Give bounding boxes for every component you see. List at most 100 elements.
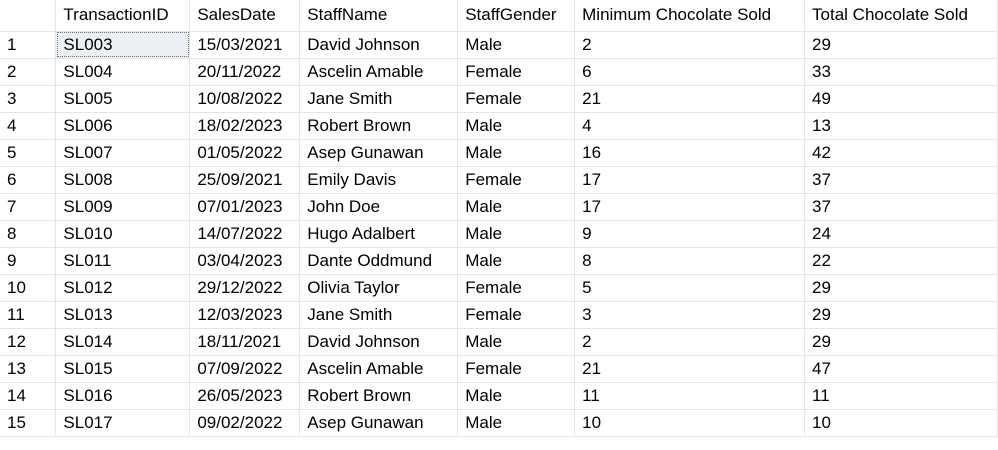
row-number-cell[interactable]: 4	[0, 112, 57, 140]
cell-salesdate[interactable]: 12/03/2023	[189, 301, 301, 329]
row-number-cell[interactable]: 8	[0, 220, 57, 248]
cell-salesdate[interactable]: 03/04/2023	[189, 247, 301, 275]
cell-salesdate[interactable]: 18/11/2021	[189, 328, 301, 356]
cell-total-chocolate-sold[interactable]: 37	[804, 166, 998, 194]
cell-total-chocolate-sold[interactable]: 49	[804, 85, 998, 113]
cell-transactionid[interactable]: SL009	[55, 193, 191, 221]
row-number-cell[interactable]: 9	[0, 247, 57, 275]
cell-minimum-chocolate-sold[interactable]: 10	[574, 409, 806, 437]
cell-transactionid[interactable]: SL016	[55, 382, 191, 410]
cell-salesdate[interactable]: 10/08/2022	[189, 85, 301, 113]
table-row[interactable]: 3 SL005 10/08/2022 Jane Smith Female 21 49	[0, 85, 998, 113]
cell-transactionid[interactable]: SL017	[55, 409, 191, 437]
cell-staffname[interactable]: Hugo Adalbert	[299, 220, 459, 248]
cell-staffgender[interactable]: Male	[457, 382, 576, 410]
cell-minimum-chocolate-sold[interactable]: 2	[574, 328, 806, 356]
table-row[interactable]: 12 SL014 18/11/2021 David Johnson Male 2 29	[0, 328, 998, 356]
cell-transactionid[interactable]: SL010	[55, 220, 191, 248]
cell-salesdate[interactable]: 29/12/2022	[189, 274, 301, 302]
cell-minimum-chocolate-sold[interactable]: 21	[574, 85, 806, 113]
cell-total-chocolate-sold[interactable]: 10	[804, 409, 998, 437]
cell-total-chocolate-sold[interactable]: 29	[804, 31, 998, 59]
cell-salesdate[interactable]: 14/07/2022	[189, 220, 301, 248]
cell-total-chocolate-sold[interactable]: 29	[804, 274, 998, 302]
cell-staffgender[interactable]: Male	[457, 139, 576, 167]
table-row[interactable]: 11 SL013 12/03/2023 Jane Smith Female 3 29	[0, 301, 998, 329]
cell-salesdate[interactable]: 15/03/2021	[189, 31, 301, 59]
table-row[interactable]: 2 SL004 20/11/2022 Ascelin Amable Female 6 33	[0, 58, 998, 86]
table-row[interactable]: 9 SL011 03/04/2023 Dante Oddmund Male 8 22	[0, 247, 998, 275]
cell-transactionid[interactable]: SL005	[55, 85, 191, 113]
cell-transactionid[interactable]: SL006	[55, 112, 191, 140]
cell-salesdate[interactable]: 20/11/2022	[189, 58, 301, 86]
cell-staffname[interactable]: Robert Brown	[299, 112, 459, 140]
cell-transactionid[interactable]: SL004	[55, 58, 191, 86]
cell-minimum-chocolate-sold[interactable]: 9	[574, 220, 806, 248]
cell-transactionid[interactable]: SL012	[55, 274, 191, 302]
cell-transactionid[interactable]: SL003	[55, 31, 191, 59]
row-number-cell[interactable]: 13	[0, 355, 57, 383]
cell-total-chocolate-sold[interactable]: 24	[804, 220, 998, 248]
cell-staffname[interactable]: Jane Smith	[299, 301, 459, 329]
cell-staffgender[interactable]: Female	[457, 301, 576, 329]
cell-total-chocolate-sold[interactable]: 47	[804, 355, 998, 383]
cell-transactionid[interactable]: SL013	[55, 301, 191, 329]
cell-salesdate[interactable]: 07/09/2022	[189, 355, 301, 383]
table-row[interactable]: 5 SL007 01/05/2022 Asep Gunawan Male 16 42	[0, 139, 998, 167]
row-number-cell[interactable]: 6	[0, 166, 57, 194]
table-row[interactable]: 7 SL009 07/01/2023 John Doe Male 17 37	[0, 193, 998, 221]
cell-staffgender[interactable]: Male	[457, 220, 576, 248]
row-number-header[interactable]	[0, 0, 57, 32]
cell-staffname[interactable]: Robert Brown	[299, 382, 459, 410]
column-header-staffname[interactable]: StaffName	[299, 0, 459, 32]
cell-transactionid[interactable]: SL011	[55, 247, 191, 275]
cell-staffgender[interactable]: Female	[457, 355, 576, 383]
column-header-staffgender[interactable]: StaffGender	[457, 0, 576, 32]
table-row[interactable]: 8 SL010 14/07/2022 Hugo Adalbert Male 9 24	[0, 220, 998, 248]
cell-staffname[interactable]: Dante Oddmund	[299, 247, 459, 275]
row-number-cell[interactable]: 3	[0, 85, 57, 113]
cell-staffname[interactable]: Ascelin Amable	[299, 355, 459, 383]
column-header-salesdate[interactable]: SalesDate	[189, 0, 301, 32]
cell-salesdate[interactable]: 25/09/2021	[189, 166, 301, 194]
table-row[interactable]: 13 SL015 07/09/2022 Ascelin Amable Female 21 4…	[0, 355, 998, 383]
table-row[interactable]: 4 SL006 18/02/2023 Robert Brown Male 4 13	[0, 112, 998, 140]
cell-minimum-chocolate-sold[interactable]: 5	[574, 274, 806, 302]
cell-staffname[interactable]: John Doe	[299, 193, 459, 221]
cell-staffname[interactable]: Asep Gunawan	[299, 139, 459, 167]
cell-staffname[interactable]: Asep Gunawan	[299, 409, 459, 437]
cell-total-chocolate-sold[interactable]: 33	[804, 58, 998, 86]
cell-total-chocolate-sold[interactable]: 29	[804, 328, 998, 356]
cell-staffgender[interactable]: Male	[457, 193, 576, 221]
cell-staffgender[interactable]: Male	[457, 409, 576, 437]
cell-staffgender[interactable]: Male	[457, 31, 576, 59]
cell-salesdate[interactable]: 01/05/2022	[189, 139, 301, 167]
cell-staffgender[interactable]: Female	[457, 58, 576, 86]
cell-total-chocolate-sold[interactable]: 13	[804, 112, 998, 140]
cell-staffgender[interactable]: Male	[457, 328, 576, 356]
table-row[interactable]: 14 SL016 26/05/2023 Robert Brown Male 11 11	[0, 382, 998, 410]
cell-minimum-chocolate-sold[interactable]: 3	[574, 301, 806, 329]
cell-staffgender[interactable]: Male	[457, 247, 576, 275]
results-grid[interactable]: TransactionID SalesDate StaffName StaffG…	[0, 0, 998, 437]
cell-staffname[interactable]: Ascelin Amable	[299, 58, 459, 86]
cell-minimum-chocolate-sold[interactable]: 2	[574, 31, 806, 59]
cell-salesdate[interactable]: 07/01/2023	[189, 193, 301, 221]
cell-staffgender[interactable]: Male	[457, 112, 576, 140]
cell-staffname[interactable]: David Johnson	[299, 31, 459, 59]
column-header-transactionid[interactable]: TransactionID	[55, 0, 191, 32]
cell-staffgender[interactable]: Female	[457, 85, 576, 113]
cell-minimum-chocolate-sold[interactable]: 17	[574, 193, 806, 221]
row-number-cell[interactable]: 15	[0, 409, 57, 437]
cell-transactionid[interactable]: SL008	[55, 166, 191, 194]
row-number-cell[interactable]: 10	[0, 274, 57, 302]
table-row[interactable]: 10 SL012 29/12/2022 Olivia Taylor Female 5 29	[0, 274, 998, 302]
cell-salesdate[interactable]: 18/02/2023	[189, 112, 301, 140]
cell-staffname[interactable]: Emily Davis	[299, 166, 459, 194]
cell-staffname[interactable]: David Johnson	[299, 328, 459, 356]
table-row[interactable]: 1 SL003 15/03/2021 David Johnson Male 2 29	[0, 31, 998, 59]
column-header-minimum-chocolate-sold[interactable]: Minimum Chocolate Sold	[574, 0, 806, 32]
cell-minimum-chocolate-sold[interactable]: 16	[574, 139, 806, 167]
cell-transactionid[interactable]: SL014	[55, 328, 191, 356]
row-number-cell[interactable]: 11	[0, 301, 57, 329]
